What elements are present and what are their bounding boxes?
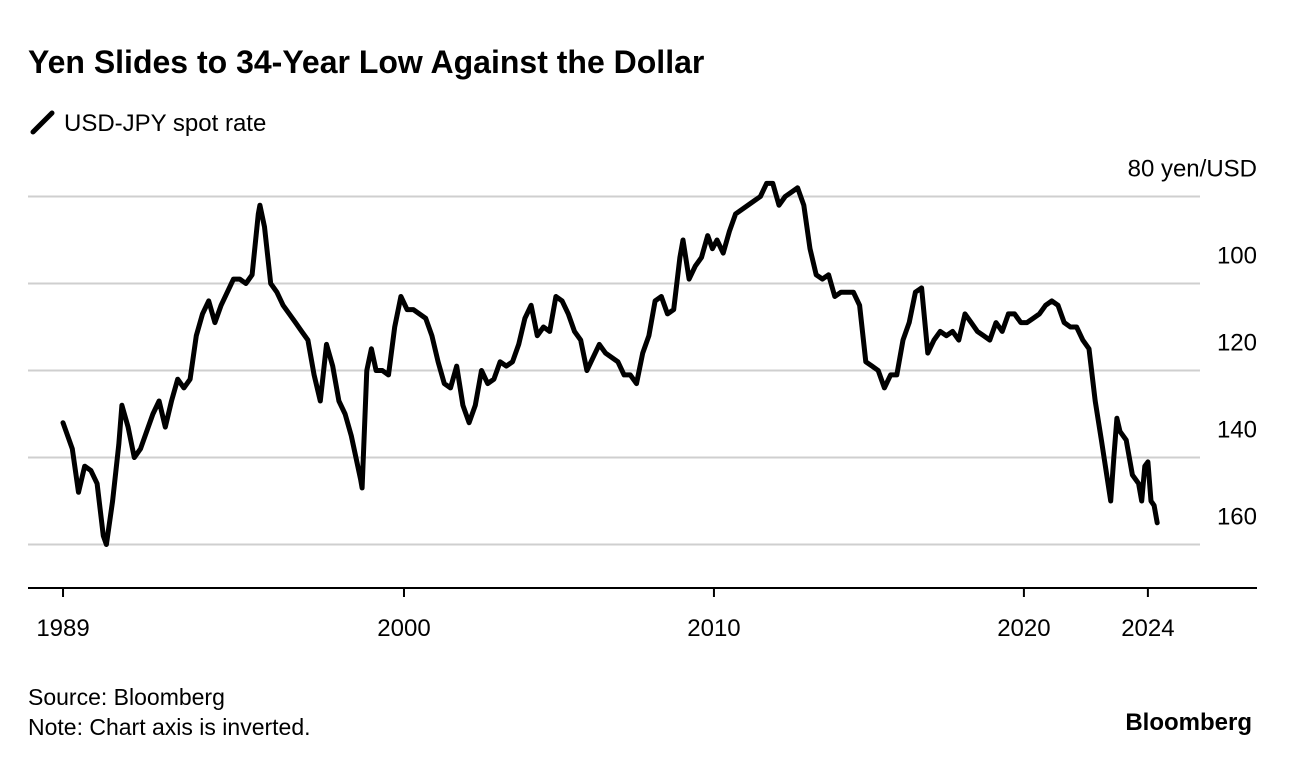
legend-label: USD-JPY spot rate — [64, 110, 266, 137]
legend-swatch — [30, 110, 55, 135]
y-tick-label: 140 — [1217, 417, 1257, 444]
y-tick-label: 120 — [1217, 330, 1257, 357]
brand: Bloomberg — [1125, 709, 1252, 736]
y-tick-label: 160 — [1217, 504, 1257, 531]
chart-title: Yen Slides to 34-Year Low Against the Do… — [28, 44, 704, 80]
x-tick-label: 2000 — [377, 615, 430, 642]
y-tick-label: 100 — [1217, 243, 1257, 270]
note: Note: Chart axis is inverted. — [28, 714, 311, 740]
source: Source: Bloomberg — [28, 684, 225, 710]
x-tick-label: 1989 — [36, 615, 89, 642]
x-tick-label: 2024 — [1121, 615, 1174, 642]
x-tick-label: 2010 — [687, 615, 740, 642]
y-tick-label: 80 yen/USD — [1128, 156, 1257, 183]
line-series — [60, 180, 1160, 547]
x-tick-label: 2020 — [997, 615, 1050, 642]
